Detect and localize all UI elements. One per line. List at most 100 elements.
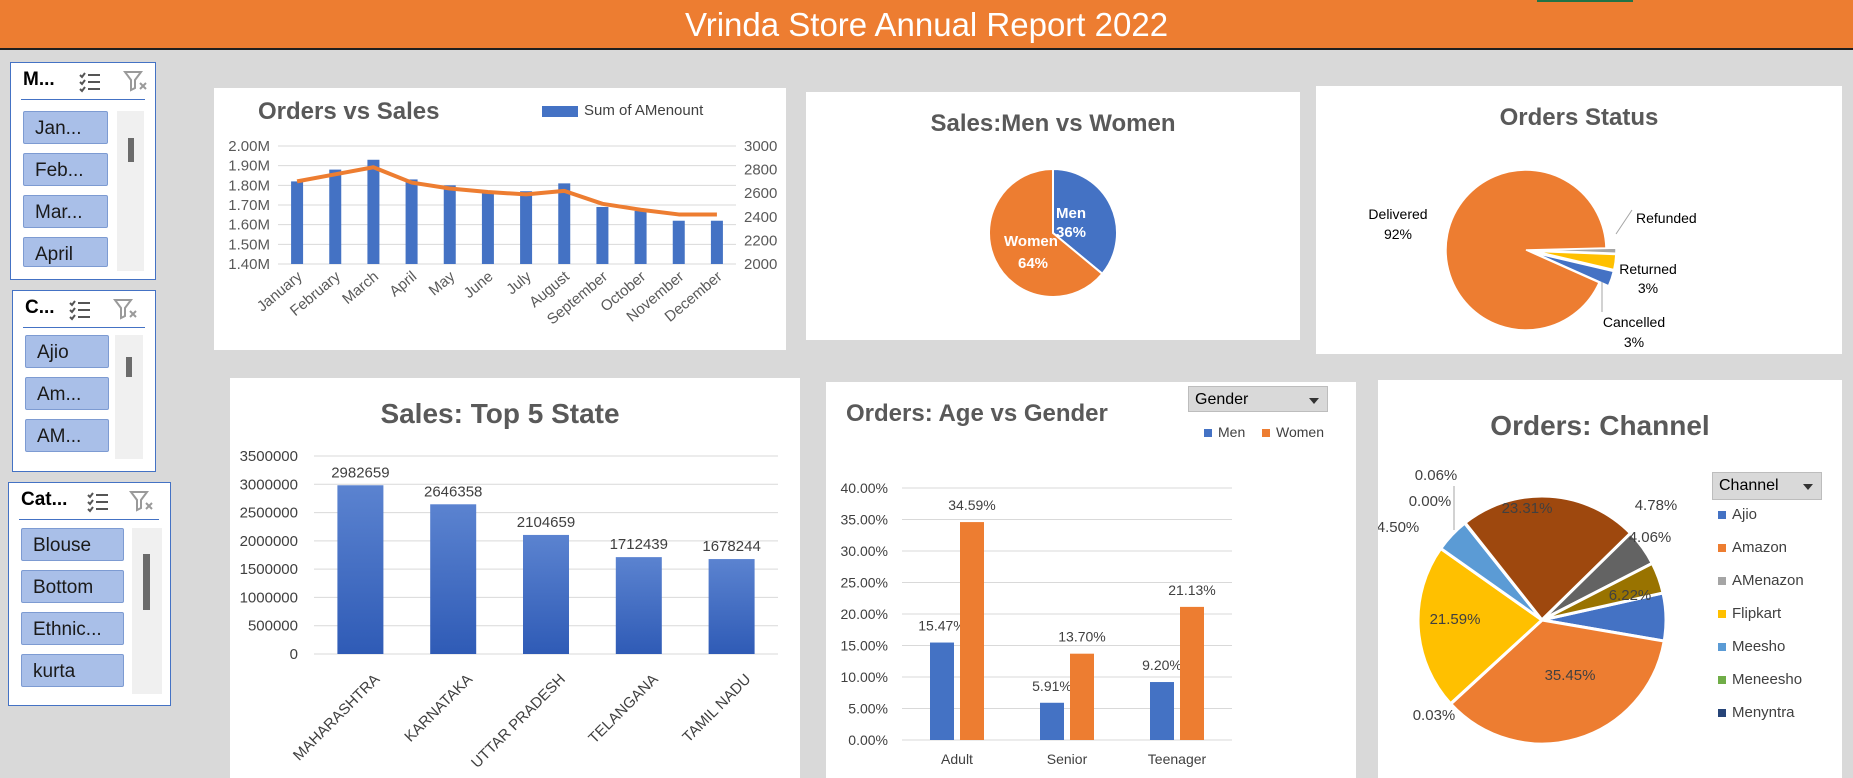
y-tick-label: 500000 bbox=[248, 618, 298, 635]
x-tick-label: June bbox=[461, 268, 497, 302]
orders-channel-pie: 6.22% 35.45% 0.03% 21.59% 4.50% 0.00% 0.06% 23.… bbox=[1378, 467, 1677, 746]
bar bbox=[708, 559, 755, 654]
clear-filter-icon[interactable] bbox=[129, 489, 155, 513]
data-label: 2646358 bbox=[424, 483, 482, 500]
slice-label: Returned bbox=[1619, 261, 1677, 277]
legend-label: Flipkart bbox=[1732, 605, 1782, 622]
legend-label: Amazon bbox=[1732, 539, 1788, 556]
orders-vs-sales-plot: 2.00M 1.90M 1.80M 1.70M 1.60M 1.50M 1.40M 3000 2… bbox=[228, 138, 777, 328]
legend-swatch bbox=[1718, 643, 1726, 652]
sales-men-women-chart[interactable]: Sales:Men vs Women Men 36% Women 64% bbox=[806, 92, 1300, 340]
legend-label: Men bbox=[1218, 424, 1246, 440]
legend-item-amenazon: AMenazon bbox=[1718, 572, 1804, 589]
dropdown-label: Gender bbox=[1195, 391, 1249, 408]
clear-filter-icon[interactable] bbox=[123, 69, 149, 93]
y-tick-label: 10.00% bbox=[841, 669, 888, 685]
bar bbox=[960, 522, 984, 740]
slice-pct: 36% bbox=[1056, 224, 1086, 241]
orders-vs-sales-chart[interactable]: Orders vs Sales Sum of AMenount 2.00M 1.9… bbox=[214, 88, 786, 350]
slicer-item-channel-0[interactable]: Ajio bbox=[25, 335, 109, 368]
slicer-item-month-1[interactable]: Feb... bbox=[23, 153, 108, 186]
legend-item-flipkart: Flipkart bbox=[1718, 605, 1781, 622]
x-tick-label: TELANGANA bbox=[585, 671, 661, 747]
data-label: 35.45% bbox=[1545, 667, 1596, 684]
y-tick-label: 2500000 bbox=[240, 505, 298, 522]
slice-pct: 3% bbox=[1638, 280, 1658, 296]
channel-slicer[interactable]: C... Ajio Am... AM... bbox=[12, 290, 156, 472]
legend-swatch bbox=[1718, 511, 1726, 520]
slice-label: Delivered bbox=[1368, 206, 1427, 222]
chevron-down-icon bbox=[1309, 398, 1319, 404]
month-slicer-scrollbar[interactable] bbox=[117, 111, 144, 271]
y-tick-label: 35.00% bbox=[841, 512, 888, 528]
slicer-item-category-2[interactable]: Ethnic... bbox=[21, 612, 124, 645]
clear-filter-icon[interactable] bbox=[113, 297, 139, 321]
data-label: 0.03% bbox=[1413, 707, 1456, 724]
age-vs-gender-chart[interactable]: Orders: Age vs Gender Gender Men Women 4… bbox=[826, 382, 1356, 778]
multi-select-icon[interactable] bbox=[85, 489, 111, 513]
y-left-tick-label: 1.60M bbox=[228, 217, 270, 234]
age-gender-plot: 40.00% 35.00% 30.00% 25.00% 20.00% 15.00% 10.0… bbox=[841, 480, 1232, 767]
category-slicer[interactable]: Cat... Blouse Bottom Ethnic... kurta bbox=[8, 482, 171, 706]
gender-filter-dropdown[interactable]: Gender bbox=[1188, 386, 1328, 412]
month-slicer[interactable]: M... Jan... Feb... Mar... April bbox=[10, 62, 156, 280]
channel-slicer-scrollbar[interactable] bbox=[115, 335, 143, 459]
selected-cell-marker bbox=[1537, 0, 1633, 2]
data-label: 34.59% bbox=[948, 497, 995, 513]
pie-slice bbox=[1445, 169, 1607, 331]
slice-pct: 92% bbox=[1384, 226, 1412, 242]
pie-slice bbox=[988, 167, 1104, 298]
series-line bbox=[296, 165, 717, 217]
x-tick-label: KARNATAKA bbox=[401, 671, 476, 746]
slicer-item-category-3[interactable]: kurta bbox=[21, 654, 124, 687]
y-right-tick-label: 2600 bbox=[744, 185, 777, 202]
report-title: Vrinda Store Annual Report 2022 bbox=[684, 6, 1169, 43]
legend-item-ajio: Ajio bbox=[1718, 506, 1757, 523]
y-left-tick-label: 1.80M bbox=[228, 177, 270, 194]
pie-slice bbox=[1416, 546, 1545, 706]
pie-slice bbox=[1541, 561, 1665, 622]
multi-select-icon[interactable] bbox=[67, 297, 93, 321]
y-right-tick-label: 2400 bbox=[744, 209, 777, 226]
data-label: 4.50% bbox=[1378, 519, 1419, 536]
y-right-tick-label: 2200 bbox=[744, 232, 777, 249]
bar bbox=[329, 169, 342, 264]
y-left-tick-label: 1.90M bbox=[228, 158, 270, 175]
legend-label: Menyntra bbox=[1732, 704, 1795, 721]
slicer-item-category-0[interactable]: Blouse bbox=[21, 528, 124, 561]
multi-select-icon[interactable] bbox=[77, 69, 103, 93]
data-label: 1678244 bbox=[702, 538, 760, 555]
data-label: 6.22% bbox=[1609, 587, 1652, 604]
pie-slice bbox=[1052, 167, 1118, 276]
category-slicer-title: Cat... bbox=[21, 489, 68, 510]
legend-men: Men bbox=[1204, 424, 1245, 440]
y-tick-label: 3000000 bbox=[240, 476, 298, 493]
slicer-item-month-3[interactable]: April bbox=[23, 237, 108, 267]
legend-label: Women bbox=[1276, 424, 1324, 440]
slice-pct: 64% bbox=[1018, 255, 1048, 272]
data-label: 23.31% bbox=[1502, 500, 1553, 517]
x-tick-label: TAMIL NADU bbox=[679, 671, 754, 746]
orders-channel-chart[interactable]: Orders: Channel Channel Ajio Amazon AMenaz… bbox=[1378, 380, 1842, 778]
data-label: 0.06% bbox=[1415, 467, 1458, 484]
bar bbox=[672, 220, 685, 264]
channel-filter-dropdown[interactable]: Channel bbox=[1712, 472, 1822, 500]
category-slicer-scrollbar[interactable] bbox=[132, 528, 162, 694]
y-tick-label: 25.00% bbox=[841, 575, 888, 591]
orders-status-chart[interactable]: Orders Status Delivered 92% Refunded Return… bbox=[1316, 86, 1842, 354]
chart-title: Sales:Men vs Women bbox=[930, 110, 1176, 137]
bar bbox=[443, 185, 456, 264]
slicer-item-category-1[interactable]: Bottom bbox=[21, 570, 124, 603]
slicer-item-channel-2[interactable]: AM... bbox=[25, 419, 109, 452]
bar bbox=[1040, 702, 1064, 740]
data-label: 21.13% bbox=[1168, 582, 1215, 598]
x-tick-label: Senior bbox=[1047, 751, 1088, 767]
legend-swatch bbox=[1718, 610, 1726, 619]
slicer-item-month-2[interactable]: Mar... bbox=[23, 195, 108, 228]
pie-slice bbox=[1535, 252, 1615, 287]
slicer-item-channel-1[interactable]: Am... bbox=[25, 377, 109, 410]
y-tick-label: 40.00% bbox=[841, 480, 888, 496]
top5-state-chart[interactable]: Sales: Top 5 State 3500000 3000000 2500000… bbox=[230, 378, 800, 778]
chart-title: Orders vs Sales bbox=[258, 98, 440, 125]
slicer-item-month-0[interactable]: Jan... bbox=[23, 111, 108, 144]
